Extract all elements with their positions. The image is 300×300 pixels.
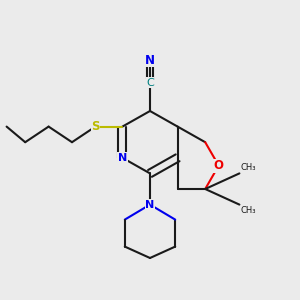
Text: C: C [146,77,154,88]
Text: N: N [146,200,154,210]
Text: N: N [118,153,127,163]
Text: CH₃: CH₃ [241,206,256,215]
Text: N: N [145,53,155,67]
Text: O: O [214,159,224,172]
Text: S: S [91,120,100,133]
Text: CH₃: CH₃ [241,163,256,172]
